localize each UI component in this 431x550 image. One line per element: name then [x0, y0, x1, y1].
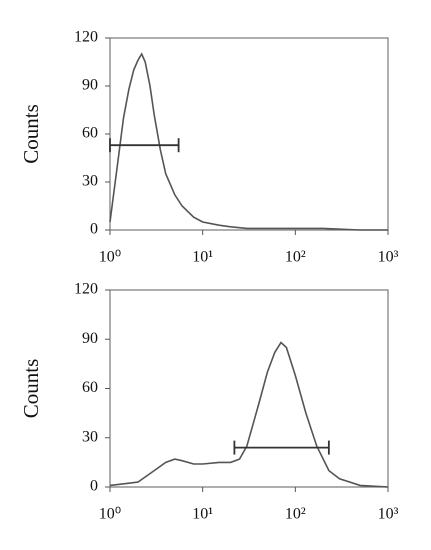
- plot-frame: [109, 289, 389, 488]
- y-tick-label: 60: [82, 125, 98, 142]
- y-tick-label: 30: [82, 173, 98, 190]
- x-tick-label: 10³: [378, 506, 399, 523]
- histogram-line: [109, 341, 389, 488]
- y-axis-label: Counts: [19, 359, 43, 419]
- x-tick-label: 10⁰: [99, 506, 121, 523]
- histogram-line: [109, 52, 388, 231]
- x-tick-label: 10²: [285, 249, 306, 266]
- y-tick-label: 120: [74, 29, 98, 46]
- y-tick-label: 90: [82, 330, 98, 347]
- x-tick-label: 10³: [378, 249, 399, 266]
- y-axis-label: Counts: [19, 104, 43, 164]
- x-tick-label: 10¹: [192, 249, 213, 266]
- y-tick-label: 0: [90, 221, 98, 238]
- y-tick-label: 90: [82, 77, 98, 94]
- plot-frame: [109, 37, 389, 231]
- x-tick-label: 10²: [285, 506, 306, 523]
- y-tick-label: 120: [74, 281, 98, 298]
- y-tick-label: 60: [82, 379, 98, 396]
- x-tick-label: 10⁰: [99, 249, 121, 266]
- y-tick-label: 0: [90, 478, 98, 495]
- y-tick-label: 30: [82, 428, 98, 445]
- x-tick-label: 10¹: [192, 506, 213, 523]
